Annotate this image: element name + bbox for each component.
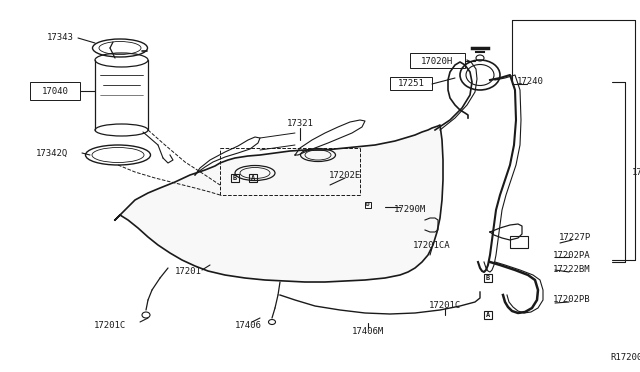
Text: 17201: 17201 bbox=[175, 267, 202, 276]
Text: D: D bbox=[366, 202, 370, 208]
Text: 17251: 17251 bbox=[397, 80, 424, 89]
Text: 17406M: 17406M bbox=[352, 327, 384, 337]
Text: 17201CA: 17201CA bbox=[413, 241, 451, 250]
Text: 17201C: 17201C bbox=[429, 301, 461, 310]
Text: A: A bbox=[251, 175, 255, 181]
Bar bbox=[365, 202, 371, 208]
Text: 17040: 17040 bbox=[42, 87, 68, 96]
Text: A: A bbox=[486, 312, 490, 318]
Text: 17202PB: 17202PB bbox=[553, 295, 591, 305]
Text: 17342Q: 17342Q bbox=[36, 148, 68, 157]
Text: 17227P: 17227P bbox=[559, 234, 591, 243]
Text: 17343: 17343 bbox=[47, 33, 74, 42]
Text: B: B bbox=[233, 175, 237, 181]
Bar bbox=[249, 174, 257, 182]
Text: 17406: 17406 bbox=[235, 321, 261, 330]
Text: 17240: 17240 bbox=[516, 77, 543, 87]
Text: 17220Q: 17220Q bbox=[632, 167, 640, 176]
Text: 17020H: 17020H bbox=[421, 57, 453, 65]
Bar bbox=[231, 174, 239, 182]
Polygon shape bbox=[115, 125, 443, 282]
Text: R1720066: R1720066 bbox=[610, 353, 640, 362]
Bar bbox=[510, 236, 528, 248]
Bar bbox=[410, 53, 465, 68]
Text: 17222BM: 17222BM bbox=[553, 266, 591, 275]
Bar bbox=[484, 274, 492, 282]
Bar bbox=[484, 311, 492, 319]
Text: 17321: 17321 bbox=[287, 119, 314, 128]
Text: 17201C: 17201C bbox=[94, 321, 126, 330]
Text: 17290M: 17290M bbox=[394, 205, 426, 215]
Text: 17202PA: 17202PA bbox=[553, 250, 591, 260]
Text: B: B bbox=[486, 275, 490, 281]
Bar bbox=[390, 77, 432, 90]
Text: 17202E: 17202E bbox=[329, 170, 361, 180]
Bar bbox=[30, 82, 80, 100]
